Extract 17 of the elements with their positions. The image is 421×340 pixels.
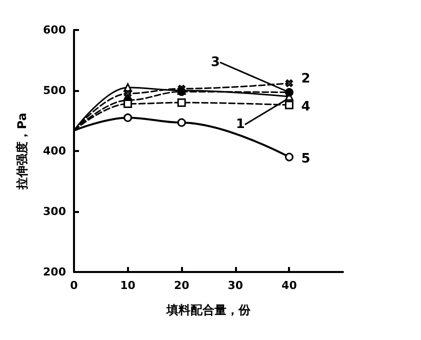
series-label: 4 xyxy=(301,100,310,115)
x-tick-label: 30 xyxy=(228,279,244,292)
x-tick-label: 20 xyxy=(174,279,190,292)
y-tick-label: 500 xyxy=(43,84,66,97)
x-axis-title: 填料配合量，份 xyxy=(166,303,252,317)
x-tick-label: 10 xyxy=(120,279,136,292)
y-tick-label: 300 xyxy=(43,205,66,218)
series-label: 2 xyxy=(301,72,310,87)
x-tick-label: 40 xyxy=(282,279,298,292)
y-tick-label: 600 xyxy=(43,24,66,36)
x-tick-label: 0 xyxy=(70,279,78,292)
series-label: 1 xyxy=(236,117,245,132)
series-label: 5 xyxy=(301,152,310,167)
y-tick-label: 400 xyxy=(43,144,66,158)
y-axis-title: 拉伸强度，Pa xyxy=(15,112,29,190)
series-label: 3 xyxy=(210,54,220,70)
y-tick-label: 200 xyxy=(43,266,66,278)
